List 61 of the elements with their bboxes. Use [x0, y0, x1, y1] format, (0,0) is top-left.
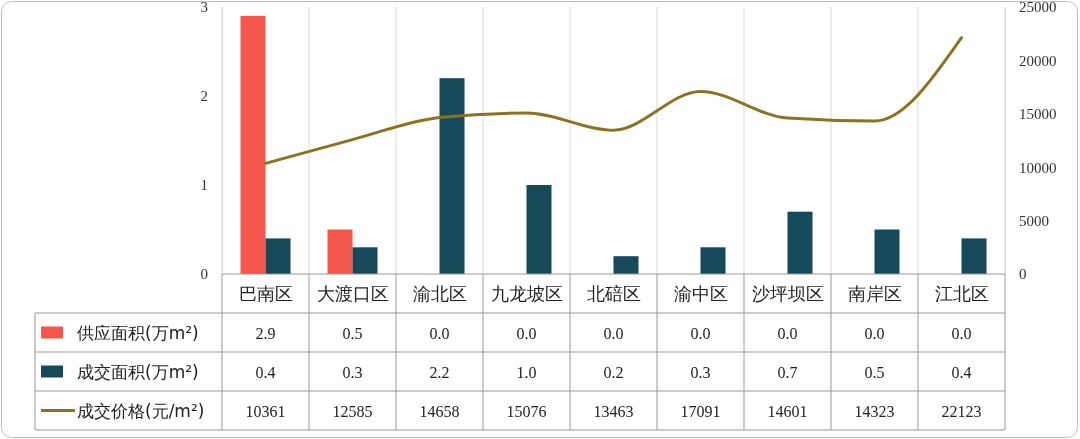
y2-tick-label: 25000 [1019, 0, 1057, 16]
y2-tick-label: 0 [1019, 266, 1027, 283]
bar [613, 256, 639, 274]
bar [352, 247, 378, 274]
line-series [264, 36, 963, 165]
legend-label: 成交面积(万m²) [77, 361, 199, 382]
data-label: 0.4 [951, 363, 972, 381]
data-label: 14658 [419, 402, 460, 420]
data-label: 0.2 [603, 363, 624, 381]
x-tick-label: 沙坪坝区 [751, 282, 824, 304]
legend-label: 成交价格(元/m²) [77, 400, 205, 421]
data-label: 0.0 [690, 324, 711, 342]
y2-tick-label: 10000 [1019, 159, 1057, 176]
bar [240, 15, 266, 274]
data-label: 12585 [332, 402, 373, 420]
data-label: 0.0 [951, 324, 972, 342]
bar [439, 78, 465, 274]
x-tick-label: 九龙坡区 [490, 282, 563, 304]
data-label: 0.7 [777, 363, 798, 381]
data-label: 0.0 [516, 324, 537, 342]
data-label: 2.2 [429, 363, 450, 381]
data-label: 0.4 [255, 363, 276, 381]
data-label: 0.5 [864, 363, 885, 381]
y-tick-label: 2 [200, 88, 208, 105]
data-label: 13463 [593, 402, 634, 420]
data-label: 0.3 [690, 363, 711, 381]
y-tick-label: 0 [200, 266, 208, 283]
data-label: 15076 [506, 402, 547, 420]
bar [265, 238, 291, 274]
bar [961, 238, 987, 274]
data-label: 0.3 [342, 363, 363, 381]
x-tick-label: 巴南区 [238, 282, 293, 304]
data-label: 0.0 [429, 324, 450, 342]
x-tick-label: 渝北区 [412, 282, 467, 304]
bar [787, 211, 813, 274]
data-label: 2.9 [255, 324, 276, 342]
data-label: 14601 [767, 402, 808, 420]
y-tick-label: 3 [200, 0, 208, 16]
data-label: 1.0 [516, 363, 537, 381]
x-tick-label: 渝中区 [673, 282, 728, 304]
x-tick-label: 大渡口区 [316, 282, 389, 304]
y2-tick-label: 15000 [1019, 106, 1057, 123]
data-label: 0.0 [777, 324, 798, 342]
data-label: 17091 [680, 402, 721, 420]
data-label: 14323 [854, 402, 895, 420]
data-label: 0.0 [603, 324, 624, 342]
data-label: 0.5 [342, 324, 363, 342]
legend-label: 供应面积(万m²) [77, 322, 199, 343]
x-tick-label: 北碚区 [586, 282, 641, 304]
data-label: 22123 [941, 402, 982, 420]
bar [874, 229, 900, 274]
data-label: 10361 [245, 402, 286, 420]
y2-tick-label: 20000 [1019, 52, 1057, 69]
bar [327, 229, 353, 274]
bar [526, 185, 552, 274]
y-tick-label: 1 [200, 177, 208, 194]
x-tick-label: 南岸区 [847, 282, 902, 304]
y2-tick-label: 5000 [1019, 212, 1049, 229]
x-tick-label: 江北区 [934, 282, 989, 304]
bar [700, 247, 726, 274]
data-label: 0.0 [864, 324, 885, 342]
